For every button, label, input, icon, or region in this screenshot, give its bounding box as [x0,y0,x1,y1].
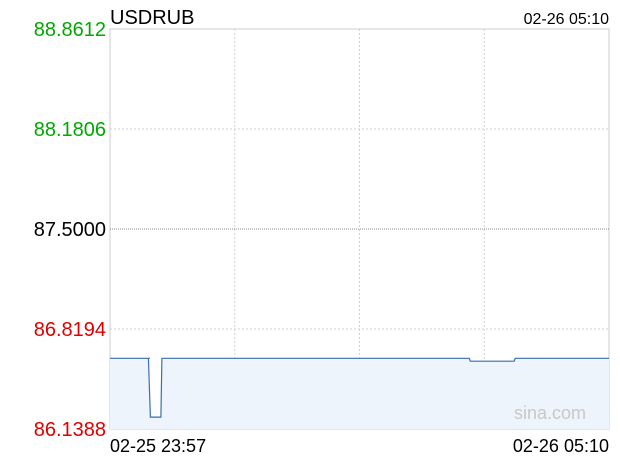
y-tick-label: 88.1806 [34,119,106,141]
price-area-fill [110,358,609,429]
watermark: sina.com [514,403,586,423]
price-line [110,357,609,418]
x-end-label: 02-26 05:10 [513,436,609,456]
timestamp-label: 02-26 05:10 [524,11,610,28]
y-tick-label: 87.5000 [34,219,106,241]
x-start-label: 02-25 23:57 [110,436,206,456]
chart-title: USDRUB [110,7,194,29]
y-axis-tick-labels: 88.8612 88.1806 87.5000 86.8194 86.1388 [34,19,106,441]
y-tick-label: 88.8612 [34,19,106,41]
y-tick-label: 86.8194 [34,319,106,341]
y-tick-label: 86.1388 [34,419,106,441]
